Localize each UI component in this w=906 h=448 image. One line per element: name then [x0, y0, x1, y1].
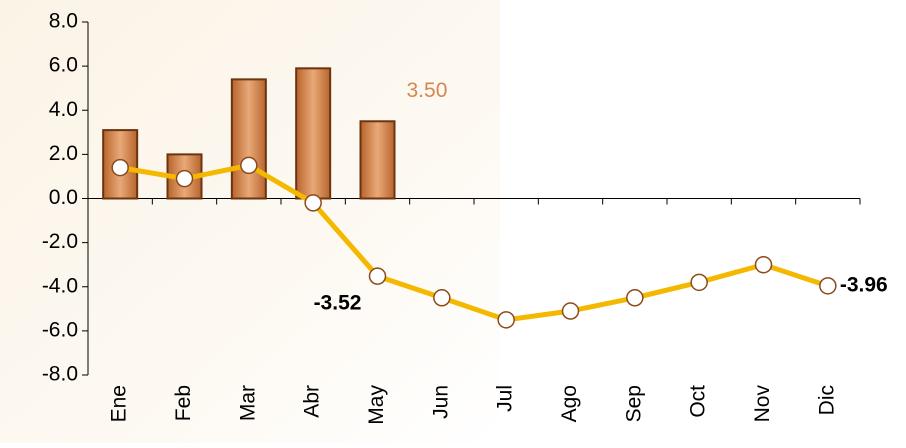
line-marker — [627, 290, 643, 306]
x-tick-label: Dic — [815, 385, 838, 415]
y-tick-label: -2.0 — [42, 230, 78, 253]
y-tick-label: -4.0 — [42, 274, 78, 297]
line-marker — [820, 278, 836, 294]
line-marker — [112, 160, 128, 176]
bar — [296, 68, 330, 198]
x-tick-label: Sep — [622, 385, 645, 422]
x-tick-label: Jun — [429, 385, 452, 419]
x-tick-label: Oct — [687, 385, 710, 418]
x-tick-label: Ago — [558, 385, 581, 422]
y-tick-label: 0.0 — [49, 186, 78, 209]
chart: 8.0 6.0 4.0 2.0 0.0 -2.0 -4.0 -6.0 -8.0 Ene Feb Mar… — [0, 0, 906, 443]
line-marker — [434, 290, 450, 306]
line-marker — [498, 312, 514, 328]
y-tick-label: 2.0 — [49, 142, 78, 165]
x-tick-label: May — [365, 385, 388, 425]
line-value-label: -3.96 — [840, 273, 888, 296]
line-marker — [563, 303, 579, 319]
y-tick-label: 4.0 — [49, 98, 78, 121]
x-tick-label: Feb — [172, 385, 195, 421]
line-marker — [756, 257, 772, 273]
line-value-label: -3.52 — [314, 292, 362, 315]
x-tick-label: Nov — [751, 385, 774, 423]
x-tick-label: Mar — [236, 385, 259, 421]
bar — [361, 121, 395, 198]
bar — [232, 79, 266, 198]
y-tick-label: -8.0 — [42, 363, 78, 386]
x-tick-label: Jul — [494, 385, 517, 412]
y-tick-label: 6.0 — [49, 54, 78, 77]
line-marker — [370, 268, 386, 284]
line-marker — [305, 195, 321, 211]
y-tick-label: -6.0 — [42, 318, 78, 341]
y-tick-label: 8.0 — [49, 10, 78, 33]
bar-value-label: 3.50 — [407, 79, 448, 102]
line-marker — [241, 157, 257, 173]
x-tick-label: Ene — [108, 385, 131, 422]
line-marker — [177, 171, 193, 187]
x-tick-label: Abr — [301, 385, 324, 418]
line-marker — [691, 274, 707, 290]
